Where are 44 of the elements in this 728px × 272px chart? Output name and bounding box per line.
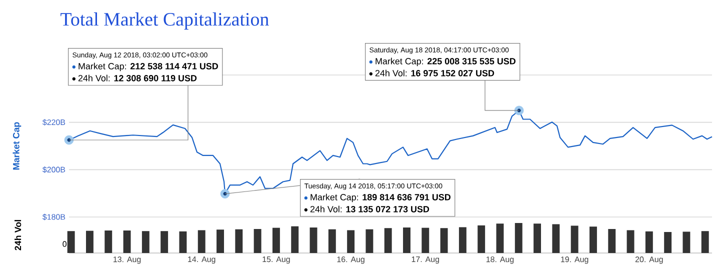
bar [272,228,280,253]
bar [478,225,486,253]
bar [682,232,690,253]
text: Market Cap: 212 538 114 471 USD [78,62,218,72]
chart-title: Total Market Capitalization [60,12,269,30]
bar [384,228,392,253]
bar [347,230,355,253]
bar [664,232,672,253]
bar [701,231,709,253]
bar [403,228,410,253]
y-axis-title: 24h Vol [14,220,22,250]
annotation: 24h Vol: 16 975 152 027 USD [375,70,494,76]
y-axis-title: Market Cap [12,122,22,170]
bar [67,231,75,253]
bar [104,230,112,253]
bar [160,231,168,253]
bar [216,230,224,253]
bar [496,224,504,253]
bar [86,230,94,253]
bar [179,231,187,253]
bar [440,228,448,253]
bar [235,229,243,253]
bar [291,226,299,253]
bar [608,229,616,253]
bar [198,230,206,253]
bar [422,228,430,253]
bar [142,231,150,253]
annotation: 24h Vol: 13 135 072 173 USD [310,206,430,212]
bar [589,226,597,253]
bar [328,229,336,253]
bar [458,227,466,253]
bar [366,229,374,253]
bar [534,224,542,253]
bar [123,230,131,253]
bar [514,223,522,253]
text: Market Cap: 225 008 315 535 USD [376,58,516,66]
annotation: 24h Vol: 12 308 690 119 USD [78,74,197,82]
bar [626,230,634,253]
bar [254,229,262,253]
annotation: Market Cap: 189 814 636 791 USD [310,194,450,202]
bar [645,231,653,253]
bar [310,228,318,253]
bar [570,226,578,253]
bar [552,224,560,253]
